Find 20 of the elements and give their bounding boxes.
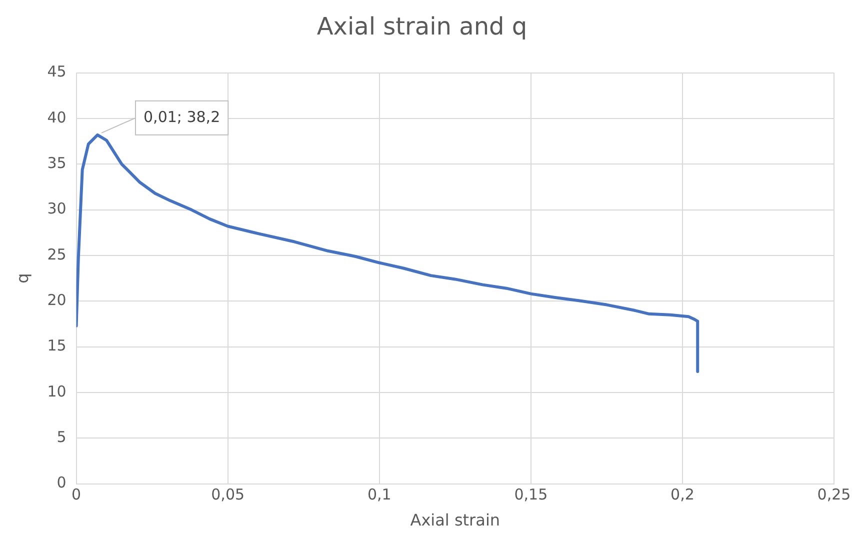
x-tick-label: 0,15 [514, 486, 548, 504]
y-tick-label: 30 [47, 200, 66, 218]
x-tick-label: 0,05 [211, 486, 245, 504]
x-tick-label: 0,25 [817, 486, 851, 504]
y-tick-label: 45 [47, 62, 66, 81]
y-tick-label: 5 [56, 428, 66, 446]
x-axis-title: Axial strain [410, 510, 500, 530]
annotation: 0,01; 38,2 [144, 108, 220, 126]
y-tick-label: 40 [47, 108, 66, 126]
chart-title: Axial strain and q [316, 12, 528, 41]
y-tick-label: 10 [47, 382, 66, 400]
x-tick-label: 0 [72, 486, 82, 504]
y-tick-label: 35 [47, 154, 66, 172]
y-axis-title: q [12, 273, 32, 284]
y-tick-label: 20 [47, 291, 66, 310]
y-tick-label: 25 [47, 245, 66, 264]
x-tick-label: 0,2 [670, 486, 694, 504]
y-tick-label: 0 [56, 474, 66, 492]
y-tick-label: 15 [47, 336, 66, 355]
x-tick-label: 0,1 [367, 486, 392, 504]
